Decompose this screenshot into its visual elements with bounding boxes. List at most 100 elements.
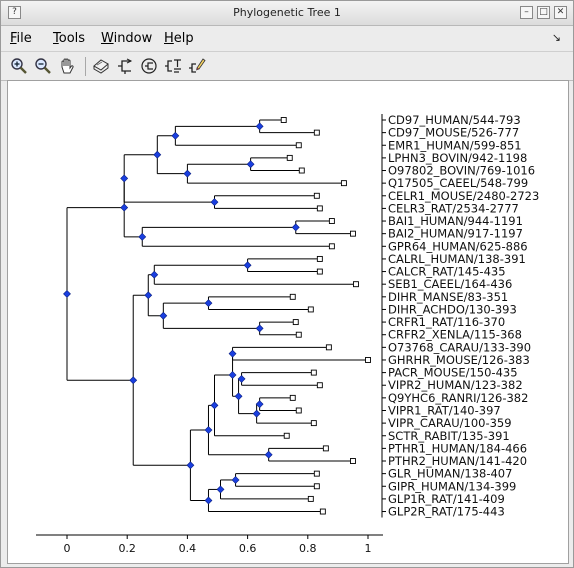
menu-file[interactable]: File: [10, 31, 32, 46]
leaf-marker: [340, 180, 347, 187]
leaf-marker: [328, 243, 335, 250]
menu-help[interactable]: Help: [164, 31, 194, 46]
leaf-marker: [307, 306, 314, 313]
leaf-label: GLP1R_RAT/141-409: [388, 492, 505, 506]
minimize-button[interactable]: –: [520, 6, 533, 19]
leaf-marker: [313, 192, 320, 199]
x-tick-label: 0.8: [299, 542, 317, 555]
node-marker: [138, 232, 147, 241]
leaf-label: Q9YHC6_RANRI/126-382: [388, 391, 528, 405]
leaf-label: CELR3_RAT/2534-2777: [388, 201, 519, 215]
leaf-marker: [289, 394, 296, 401]
leaf-marker: [292, 319, 299, 326]
leaf-label: PTHR1_HUMAN/184-466: [388, 441, 527, 455]
node-marker: [246, 160, 255, 169]
leaf-marker: [310, 420, 317, 427]
leaf-marker: [322, 445, 329, 452]
node-marker: [228, 371, 237, 379]
x-tick-label: 1: [365, 542, 372, 555]
x-tick-label: 0: [64, 542, 71, 555]
leaf-marker: [283, 432, 290, 439]
node-marker: [63, 290, 71, 298]
leaf-marker: [295, 142, 302, 149]
leaf-label: VIPR_CARAU/100-359: [388, 416, 512, 430]
x-tick-label: 0.4: [179, 542, 197, 555]
menu-window[interactable]: Window: [101, 31, 152, 46]
node-marker: [120, 203, 129, 212]
toolbar-separator: [85, 57, 86, 76]
leaf-marker: [325, 344, 332, 351]
leaf-label: GPR64_HUMAN/625-886: [388, 239, 528, 253]
tree-edit-icon[interactable]: [187, 56, 207, 76]
node-marker: [204, 299, 213, 308]
leaf-label: SCTR_RABIT/135-391: [388, 429, 510, 443]
leaf-marker: [307, 495, 314, 502]
node-marker: [255, 400, 264, 409]
window-menu-button[interactable]: ?: [8, 6, 21, 19]
node-marker: [159, 311, 168, 320]
leaf-marker: [316, 255, 323, 262]
node-marker: [120, 174, 129, 183]
tree-label-icon[interactable]: [163, 56, 183, 76]
leaf-marker: [313, 129, 320, 136]
x-tick-label: 0.2: [118, 542, 136, 555]
tree-canvas[interactable]: CD97_HUMAN/544-793 CD97_MOUSE/526-777 EMR1…: [7, 80, 569, 564]
node-marker: [291, 223, 300, 232]
leaf-label: SEB1_CAEEL/164-436: [388, 277, 512, 291]
leaf-label: O73768_CARAU/133-390: [388, 340, 531, 354]
node-marker: [183, 169, 192, 178]
toolbar: [1, 51, 573, 81]
node-marker: [264, 450, 273, 459]
node-marker: [129, 376, 138, 385]
node-marker: [153, 150, 162, 159]
leaf-label: EMR1_HUMAN/599-851: [388, 138, 522, 152]
leaf-label: VIPR2_HUMAN/123-382: [388, 378, 523, 392]
phylogenetic-tree-chart[interactable]: CD97_HUMAN/544-793CD97_MOUSE/526-777EMR1…: [8, 81, 568, 563]
leaf-label: CELR1_MOUSE/2480-2723: [388, 189, 539, 203]
reroot-icon[interactable]: [139, 56, 159, 76]
menu-file-mnemonic: F: [10, 31, 17, 46]
node-marker: [255, 122, 264, 131]
node-marker: [171, 131, 180, 140]
tree-layout-icon[interactable]: [115, 56, 135, 76]
leaf-label: CALCR_RAT/145-435: [388, 265, 506, 279]
pan-hand-icon[interactable]: [57, 56, 77, 76]
leaf-label: BAI2_HUMAN/917-1197: [388, 227, 523, 241]
leaf-label: BAI1_HUMAN/944-1191: [388, 214, 523, 228]
node-marker: [144, 291, 153, 300]
leaf-label: CRFR2_XENLA/115-368: [388, 328, 522, 342]
menu-window-label: indow: [113, 31, 153, 46]
maximize-button[interactable]: □: [537, 6, 550, 19]
leaf-label: CRFR1_RAT/116-370: [388, 315, 505, 329]
node-marker: [216, 485, 225, 494]
print-icon[interactable]: [91, 56, 111, 76]
leaf-label: CD97_HUMAN/544-793: [388, 113, 521, 127]
menu-help-label: elp: [173, 31, 194, 46]
leaf-marker: [310, 369, 317, 376]
menu-tools-label: ools: [58, 31, 86, 46]
node-marker: [228, 349, 237, 358]
leaf-marker: [313, 470, 320, 477]
leaf-marker: [289, 293, 296, 300]
leaf-marker: [319, 508, 326, 515]
leaf-label: CALRL_HUMAN/138-391: [388, 252, 526, 266]
menu-file-label: ile: [16, 31, 32, 46]
node-marker: [252, 409, 261, 418]
leaf-marker: [316, 205, 323, 212]
menu-tools[interactable]: Tools: [53, 31, 85, 46]
title-bar[interactable]: ? Phylogenetic Tree 1 – □ ✕: [1, 1, 573, 26]
leaf-marker: [316, 268, 323, 275]
zoom-out-icon[interactable]: [33, 56, 53, 76]
menu-tools-mnemonic: T: [53, 31, 59, 46]
close-button[interactable]: ✕: [554, 6, 567, 19]
leaf-marker: [365, 357, 371, 363]
leaf-label: GLR_HUMAN/138-407: [388, 467, 512, 481]
leaf-marker: [328, 218, 335, 224]
node-marker: [204, 426, 213, 434]
menu-window-mnemonic: W: [101, 31, 114, 46]
zoom-in-icon[interactable]: [9, 56, 29, 76]
leaf-label: GIPR_HUMAN/134-399: [388, 479, 516, 493]
node-marker: [237, 374, 246, 383]
resize-corner-icon[interactable]: ↘: [551, 31, 561, 44]
